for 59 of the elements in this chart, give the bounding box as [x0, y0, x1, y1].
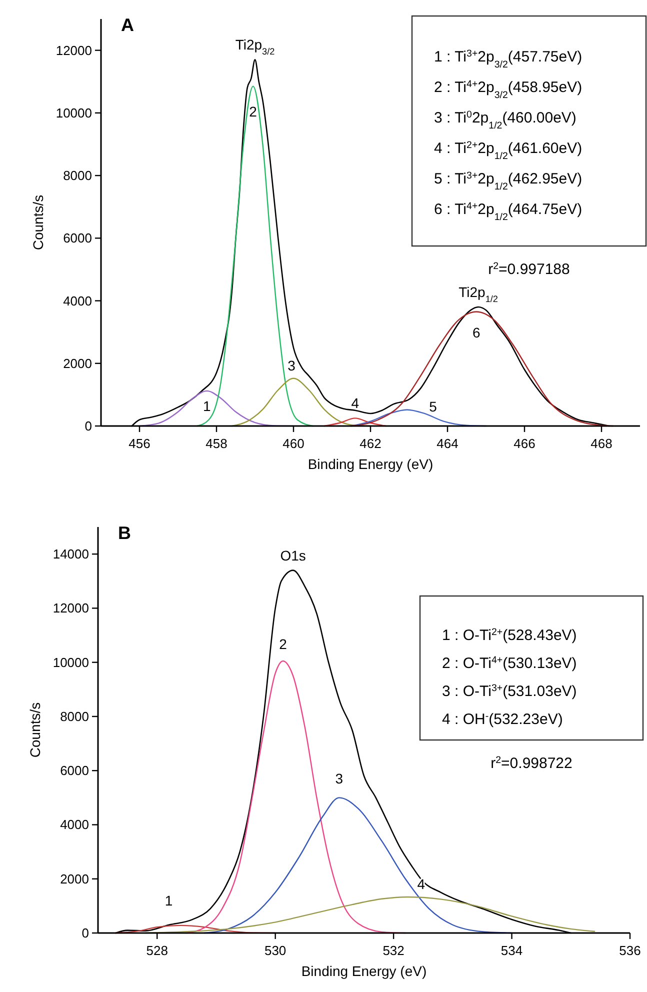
x-tick-label: 532: [382, 943, 404, 958]
annotation: 5 : Ti$^{3+}$2p$_{1/2}$(462.95eV): [434, 170, 582, 192]
series-label: 6: [472, 324, 480, 341]
x-tick-label: 530: [264, 943, 286, 958]
series-label: 2: [249, 103, 258, 120]
x-tick-label: 468: [590, 436, 612, 451]
x-tick-label: 536: [619, 943, 641, 958]
series-label: 2: [279, 636, 288, 652]
annotation: 1 : O-Ti$^{2+}$(528.43eV): [442, 626, 577, 644]
series-label: 1: [202, 398, 211, 414]
annotation: 2 : O-Ti$^{4+}$(530.13eV): [442, 654, 577, 672]
series-label: 5: [429, 398, 438, 415]
x-tick-label: 456: [128, 436, 150, 451]
y-tick-label: 12000: [56, 42, 92, 58]
series-label: 3: [288, 357, 296, 374]
y-tick-label: 2000: [60, 871, 89, 886]
y-tick-label: 4000: [60, 817, 89, 832]
series-label: 3: [335, 770, 344, 787]
y-tick-label: 10000: [52, 654, 89, 670]
annotation: 6 : Ti$^{4+}$2p$_{1/2}$(464.75eV): [434, 200, 582, 222]
annotation: 4 : Ti$^{2+}$2p$_{1/2}$(461.60eV): [434, 139, 582, 162]
annotation: 3 : O-Ti$^{3+}$(531.03eV): [442, 682, 577, 700]
y-axis-title: Counts/s: [30, 194, 46, 250]
y-tick-label: 4000: [63, 293, 92, 308]
x-tick-label: 462: [360, 436, 382, 451]
series-label: 4: [417, 876, 426, 892]
chart-title: B: [118, 523, 131, 543]
x-tick-label: 460: [282, 436, 304, 451]
series-label: 4: [351, 395, 360, 412]
x-tick-label: 466: [514, 436, 536, 451]
annotation: r$^{2}$=0.998722: [490, 754, 572, 772]
y-tick-label: 6000: [60, 763, 89, 778]
y-tick-label: 8000: [63, 168, 92, 184]
y-tick-label: 0: [82, 926, 89, 940]
line-series: [196, 86, 314, 427]
annotation: r$^{2}$=0.997188: [488, 260, 570, 278]
x-tick-label: 458: [206, 436, 228, 451]
x-tick-label: 534: [500, 943, 523, 958]
y-tick-label: 10000: [56, 105, 92, 120]
series-label: 1: [164, 892, 173, 908]
x-tick-label: 528: [146, 943, 168, 958]
y-axis-title: Counts/s: [27, 702, 43, 758]
x-tick-label: 464: [436, 436, 458, 451]
y-tick-label: 8000: [60, 708, 89, 724]
y-tick-label: 0: [84, 418, 92, 434]
annotation: 2 : Ti$^{4+}$2p$_{3/2}$(458.95eV): [434, 78, 582, 100]
annotation: Ti2p$_{1/2}$: [458, 284, 498, 304]
x-axis-title: Binding Energy (eV): [308, 456, 434, 472]
annotation: 4 : OH$^{-}$(532.23eV): [442, 710, 563, 728]
x-axis-title: Binding Energy (eV): [301, 963, 427, 979]
chart-title: A: [121, 15, 134, 35]
annotation: O1s: [280, 547, 306, 564]
y-tick-label: 12000: [52, 600, 89, 616]
annotation: 3 : Ti$^{0}$2p$_{1/2}$(460.00eV): [434, 108, 576, 131]
y-tick-label: 2000: [63, 356, 92, 371]
annotation: Ti2p$_{3/2}$: [235, 36, 275, 57]
annotation: 1 : Ti$^{3+}$2p$_{3/2}$(457.75eV): [434, 48, 582, 70]
y-tick-label: 14000: [52, 546, 89, 562]
y-tick-label: 6000: [63, 230, 92, 246]
